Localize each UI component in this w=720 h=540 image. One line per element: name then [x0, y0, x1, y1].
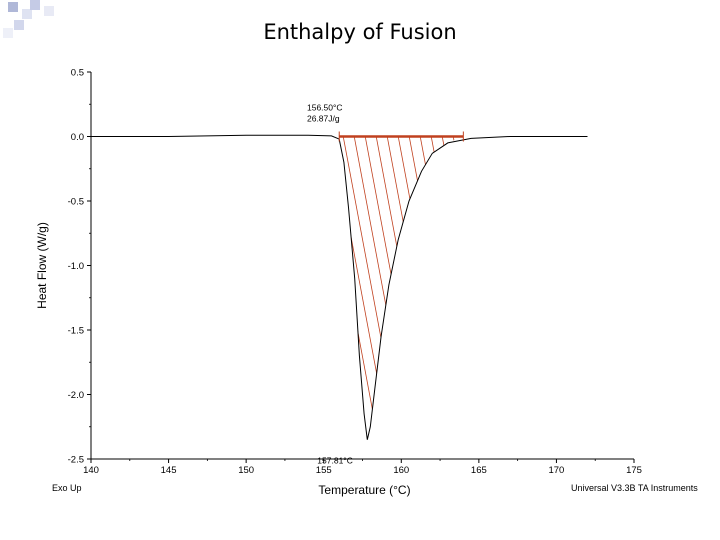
hatch-line: [452, 136, 464, 440]
hatch-line: [408, 136, 464, 440]
y-tick-label: -0.5: [68, 197, 84, 208]
hatch-line: [339, 136, 393, 440]
x-tick-label: 165: [471, 465, 487, 476]
instrument-label: Universal V3.3B TA Instruments: [571, 483, 698, 493]
hatch-line: [464, 137, 524, 457]
hatch-line: [441, 136, 464, 440]
hatch-line: [508, 137, 568, 457]
x-axis-title: Temperature (°C): [318, 483, 410, 497]
x-tick-label: 150: [238, 465, 254, 476]
x-tick-label: 170: [548, 465, 564, 476]
y-axis-title: Heat Flow (W/g): [35, 222, 49, 309]
hatch-line: [419, 136, 464, 440]
hatch-line: [339, 136, 371, 440]
hatch-line: [530, 137, 590, 457]
exo-up-label: Exo Up: [52, 483, 82, 493]
hatch-line: [486, 137, 546, 457]
annotation-text: 156.50°C: [307, 103, 343, 113]
heat-flow-curve: [91, 134, 588, 440]
x-tick-label: 160: [393, 465, 409, 476]
hatch-line: [475, 137, 535, 457]
hatch-line: [497, 137, 557, 457]
x-tick-label: 140: [83, 465, 99, 476]
hatch-line: [375, 136, 437, 440]
hatch-line: [397, 136, 459, 440]
hatch-line: [519, 137, 579, 457]
hatch-line: [430, 136, 464, 440]
y-tick-label: 0.0: [71, 132, 84, 143]
x-tick-label: 175: [626, 465, 642, 476]
annotation-text: 157.81°C: [317, 456, 353, 466]
slide-title: Enthalpy of Fusion: [263, 20, 457, 44]
y-tick-label: -2.5: [68, 455, 84, 466]
y-tick-label: -2.0: [68, 390, 84, 401]
x-tick-label: 145: [161, 465, 177, 476]
y-tick-label: 0.5: [71, 68, 84, 79]
corner-decoration: [0, 0, 90, 40]
y-tick-label: -1.5: [68, 326, 84, 337]
annotation-text: 26.87J/g: [307, 114, 340, 124]
y-tick-label: -1.0: [68, 261, 84, 272]
hatch-line: [386, 136, 448, 440]
hatch-line: [342, 136, 404, 440]
hatch-line: [339, 136, 360, 440]
x-tick-label: 155: [316, 465, 332, 476]
